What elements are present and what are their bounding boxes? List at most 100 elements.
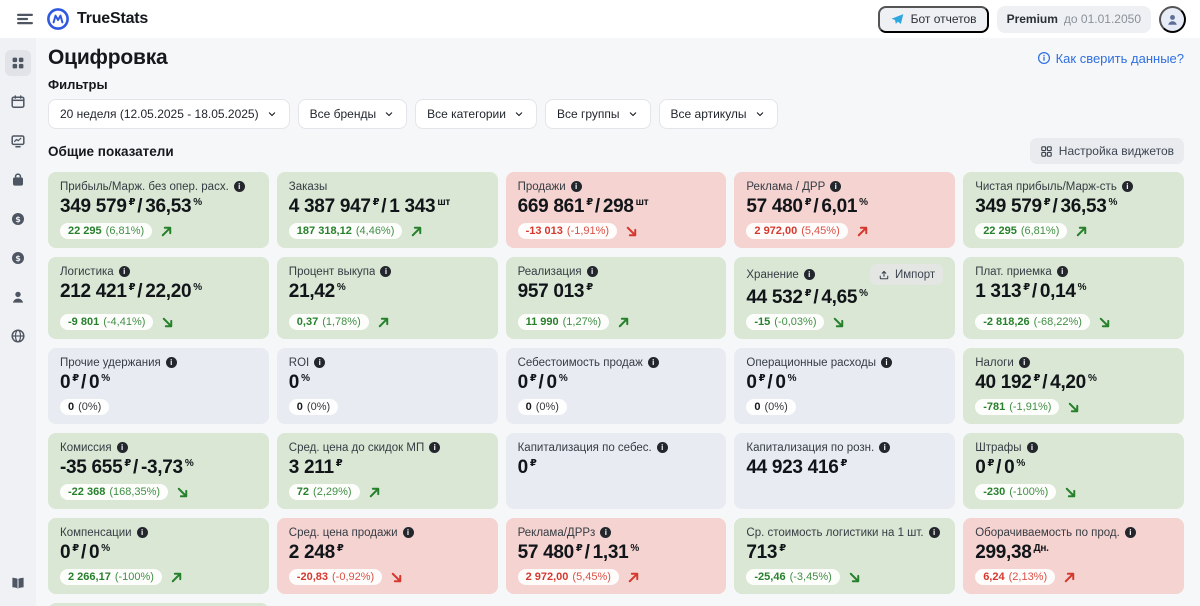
- verify-data-link[interactable]: Как сверить данные?: [1037, 51, 1184, 66]
- info-icon[interactable]: i: [1121, 181, 1133, 192]
- metric-card: Ср. стоимость логистики на 1 шт. i 713 ₽ …: [734, 518, 956, 594]
- change-badge: 0 (0%): [746, 399, 796, 415]
- info-icon[interactable]: i: [136, 527, 148, 538]
- metric-card: Реализация i 957 013 ₽ 11 990 (1,27%): [505, 257, 727, 339]
- info-icon[interactable]: i: [380, 266, 392, 277]
- info-icon[interactable]: i: [879, 442, 891, 453]
- import-button[interactable]: Импорт: [869, 264, 944, 285]
- info-icon[interactable]: i: [1018, 357, 1030, 368]
- metric-value: 0 ₽/0%: [60, 372, 110, 393]
- info-icon[interactable]: i: [656, 442, 668, 453]
- metric-title: Капитализация по розн.: [746, 441, 875, 454]
- sidebar-item-reports[interactable]: [5, 128, 31, 154]
- bot-reports-button[interactable]: Бот отчетов: [877, 5, 989, 33]
- sidebar-item-finance[interactable]: $: [5, 245, 31, 271]
- trend-up-icon: [159, 224, 174, 239]
- sidebar-item-unit-economics[interactable]: $: [5, 206, 31, 232]
- info-icon[interactable]: i: [314, 357, 326, 368]
- metric-value: 44 923 416 ₽: [746, 457, 848, 478]
- trend-up-icon: [169, 570, 184, 585]
- trend-down-icon: [1066, 400, 1081, 415]
- brand: TrueStats: [46, 7, 148, 31]
- info-icon[interactable]: i: [1056, 266, 1068, 277]
- sidebar-item-docs[interactable]: [5, 570, 31, 596]
- info-icon[interactable]: i: [570, 181, 582, 192]
- info-icon[interactable]: i: [118, 266, 130, 277]
- info-icon[interactable]: i: [1026, 442, 1038, 453]
- trend-up-icon: [855, 224, 870, 239]
- metric-card: Реклама / ДРР i 57 480 ₽/6,01% 2 972,00 (5…: [734, 172, 956, 248]
- metric-value: 0%: [288, 372, 310, 393]
- info-icon[interactable]: i: [881, 357, 892, 368]
- metric-title: Заказы: [288, 180, 328, 193]
- filter-dropdown[interactable]: Все группы: [544, 99, 651, 129]
- change-badge: 187 318,12 (4,46%): [288, 223, 403, 239]
- metric-card: Капитализация по себес. i 0 ₽: [505, 433, 727, 509]
- sidebar-item-web[interactable]: [5, 323, 31, 349]
- trend-up-icon: [409, 224, 424, 239]
- info-icon[interactable]: i: [402, 527, 414, 538]
- metric-value: 669 861 ₽/298 шт: [517, 196, 649, 217]
- chevron-down-icon: [266, 108, 278, 120]
- info-icon[interactable]: i: [429, 442, 441, 453]
- metric-value: 957 013 ₽: [517, 281, 594, 302]
- chevron-down-icon: [513, 108, 525, 120]
- user-icon: [1165, 12, 1180, 27]
- profile-button[interactable]: [1159, 5, 1186, 33]
- metric-title: Прибыль/Марж. без опер. расх.: [60, 180, 229, 193]
- metric-card: Плат. приемка i 1 313 ₽/0,14% -2 818,26 (-…: [963, 257, 1184, 339]
- info-icon[interactable]: i: [165, 357, 177, 368]
- metric-card: Чистая прибыль/Марж-сть i 349 579 ₽/36,53…: [963, 172, 1184, 248]
- metric-title: Плат. приемка: [975, 265, 1052, 278]
- sidebar-item-account[interactable]: [5, 284, 31, 310]
- info-icon[interactable]: i: [830, 181, 842, 192]
- info-icon[interactable]: i: [1124, 527, 1136, 538]
- filter-dropdown[interactable]: Все артикулы: [658, 99, 778, 129]
- sidebar-item-products[interactable]: [5, 167, 31, 193]
- sidebar-item-dashboard[interactable]: [5, 50, 31, 76]
- metric-card: Налоги i 40 192 ₽/4,20% -781 (-1,91%): [963, 348, 1184, 424]
- upload-icon: [878, 269, 890, 281]
- info-icon[interactable]: i: [233, 181, 245, 192]
- metric-value: 0 ₽/0%: [60, 542, 110, 563]
- metric-title: Хранение: [746, 268, 799, 281]
- trend-down-icon: [389, 570, 404, 585]
- metric-card: Себестоимость продаж i 0 ₽/0% 0 (0%): [505, 348, 727, 424]
- metric-card: Логистика i 212 421 ₽/22,20% -9 801 (-4,41…: [48, 257, 269, 339]
- change-badge: 11 990 (1,27%): [517, 314, 610, 330]
- info-icon[interactable]: i: [928, 527, 940, 538]
- sidebar-item-calendar[interactable]: [5, 89, 31, 115]
- info-icon[interactable]: i: [116, 442, 128, 453]
- change-badge: -22 368 (168,35%): [60, 484, 169, 500]
- widget-settings-button[interactable]: Настройка виджетов: [1029, 138, 1184, 164]
- change-badge: 22 295 (6,81%): [60, 223, 153, 239]
- grid-icon: [10, 55, 26, 71]
- chevron-down-icon: [627, 108, 639, 120]
- change-badge: 0,37 (1,78%): [288, 314, 369, 330]
- period-filter-dropdown[interactable]: 20 неделя (12.05.2025 - 18.05.2025): [48, 99, 290, 129]
- change-badge: -2 818,26 (-68,22%): [975, 314, 1090, 330]
- change-badge: 2 972,00 (5,45%): [746, 223, 848, 239]
- metric-title: Чистая прибыль/Марж-сть: [975, 180, 1117, 193]
- change-badge: -9 801 (-4,41%): [60, 314, 154, 330]
- filter-dropdown[interactable]: Все бренды: [297, 99, 408, 129]
- metric-title: Себестоимость продаж: [517, 356, 643, 369]
- menu-toggle-icon[interactable]: [14, 8, 36, 30]
- metric-value: 349 579 ₽/36,53%: [60, 196, 202, 217]
- filter-dropdown[interactable]: Все категории: [415, 99, 537, 129]
- metric-title: Сред. цена до скидок МП: [288, 441, 425, 454]
- premium-badge[interactable]: Premium до 01.01.2050: [996, 5, 1151, 33]
- change-badge: 22 295 (6,81%): [975, 223, 1068, 239]
- info-icon[interactable]: i: [803, 269, 815, 280]
- metrics-grid: Прибыль/Марж. без опер. расх. i 349 579 ₽…: [48, 172, 1184, 606]
- sidebar: $ $: [0, 38, 36, 606]
- change-badge: 0 (0%): [288, 399, 339, 415]
- bag-icon: [10, 172, 26, 188]
- metric-value: 3 211 ₽: [288, 457, 343, 478]
- trend-up-icon: [376, 315, 391, 330]
- info-icon[interactable]: i: [586, 266, 598, 277]
- metric-value: 212 421 ₽/22,20%: [60, 281, 202, 302]
- info-icon[interactable]: i: [647, 357, 659, 368]
- coin-icon: $: [10, 211, 26, 227]
- info-icon[interactable]: i: [600, 527, 612, 538]
